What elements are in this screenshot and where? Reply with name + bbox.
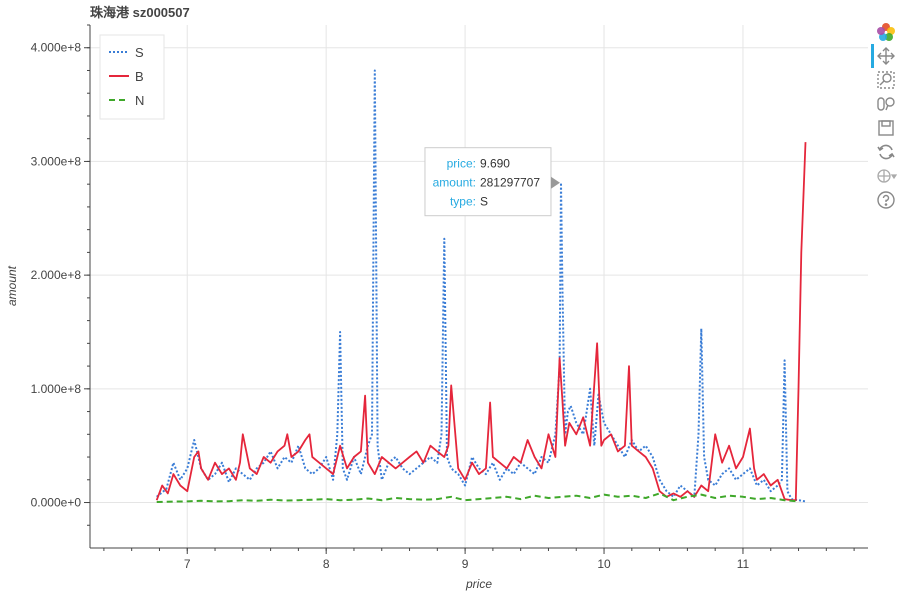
x-axis-label: price bbox=[465, 577, 492, 591]
hover-tooltip: price: 9.690 amount: 281297707 type: S bbox=[424, 147, 560, 217]
y-tick-label: 1.000e+8 bbox=[31, 382, 82, 396]
x-tick-label: 7 bbox=[184, 557, 191, 571]
hover-icon[interactable] bbox=[874, 164, 898, 188]
y-tick-label: 3.000e+8 bbox=[31, 154, 82, 168]
y-tick-label: 2.000e+8 bbox=[31, 268, 82, 282]
chart-title: 珠海港 sz000507 bbox=[90, 5, 190, 20]
legend-label-B[interactable]: B bbox=[135, 69, 144, 84]
help-icon[interactable] bbox=[874, 188, 898, 212]
axes: 7 8 9 10 11 0.000e+0 1.000e+8 2.000e+8 3.000e+8 4… bbox=[31, 24, 868, 571]
legend-label-N[interactable]: N bbox=[135, 93, 144, 108]
series-layer bbox=[155, 69, 807, 503]
y-tick-label: 4.000e+8 bbox=[31, 41, 82, 55]
y-tick-label: 0.000e+0 bbox=[31, 496, 82, 510]
tooltip-value: 9.690 bbox=[480, 157, 510, 171]
series-line-B[interactable] bbox=[155, 142, 807, 502]
tooltip-value: 281297707 bbox=[480, 176, 540, 190]
x-tick-label: 11 bbox=[737, 557, 750, 571]
box-zoom-icon[interactable] bbox=[874, 68, 898, 92]
tooltip-key: price: bbox=[447, 157, 476, 171]
grid bbox=[90, 25, 868, 548]
legend-label-S[interactable]: S bbox=[135, 45, 144, 60]
series-line-N[interactable] bbox=[156, 492, 799, 503]
x-tick-label: 10 bbox=[597, 557, 611, 571]
toolbar bbox=[871, 20, 901, 212]
wheel-zoom-icon[interactable] bbox=[874, 92, 898, 116]
tooltip-key: type: bbox=[450, 195, 476, 209]
plot-area[interactable] bbox=[90, 25, 868, 548]
bokeh-logo-icon[interactable] bbox=[874, 20, 898, 44]
legend[interactable]: SBN bbox=[99, 34, 165, 120]
x-tick-label: 8 bbox=[323, 557, 330, 571]
tooltip-value: S bbox=[480, 195, 488, 209]
reset-icon[interactable] bbox=[874, 140, 898, 164]
save-icon[interactable] bbox=[874, 116, 898, 140]
y-axis-label: amount bbox=[5, 265, 19, 306]
tooltip-key: amount: bbox=[433, 176, 476, 190]
x-tick-label: 9 bbox=[462, 557, 469, 571]
tooltip-arrow bbox=[550, 176, 560, 189]
pan-icon[interactable] bbox=[874, 44, 898, 68]
